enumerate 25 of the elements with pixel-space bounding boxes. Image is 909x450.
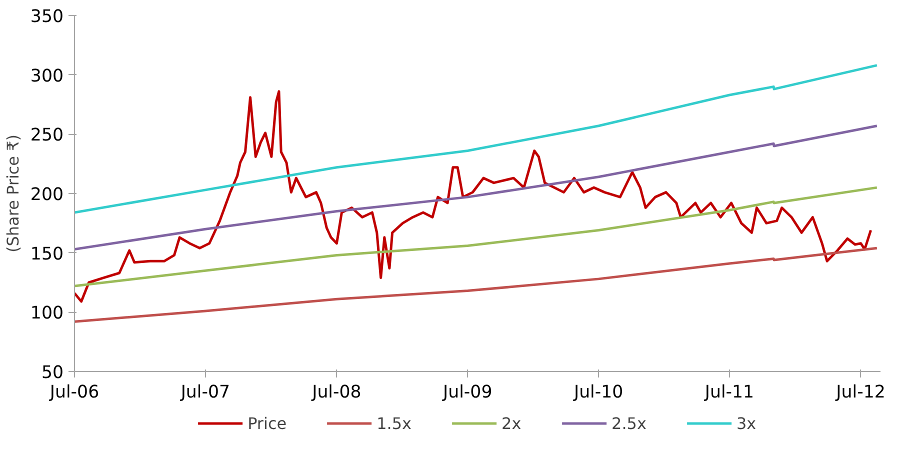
y-tick-label: 300 [30, 66, 64, 86]
y-tick-label: 350 [30, 7, 64, 27]
legend-label: 3x [736, 414, 756, 432]
line-series [74, 90, 872, 303]
x-tick-label: Jul-10 [572, 382, 624, 402]
x-tick-label: Jul-07 [180, 382, 230, 402]
line-series [74, 186, 878, 288]
legend-label: Price [248, 414, 287, 432]
legend-label: 2.5x [612, 414, 646, 432]
x-tick-label: Jul-12 [835, 382, 886, 402]
line-series [74, 246, 878, 323]
x-tick-label: Jul-11 [704, 382, 754, 402]
line-series [74, 124, 878, 251]
legend-label: 1.5x [376, 414, 412, 432]
y-tick-label: 50 [41, 363, 64, 383]
x-tick-label: Jul-09 [442, 382, 492, 402]
y-tick-label: 100 [30, 304, 64, 324]
line-series [74, 64, 878, 214]
y-tick-label: 250 [30, 126, 64, 146]
y-axis-title: (Share Price ₹) [3, 134, 22, 253]
legend-label: 2x [502, 414, 522, 432]
y-tick-label: 200 [30, 185, 64, 205]
x-tick-label: Jul-06 [48, 382, 100, 402]
x-tick-label: Jul-08 [311, 382, 362, 402]
y-tick-label: 150 [30, 244, 64, 264]
